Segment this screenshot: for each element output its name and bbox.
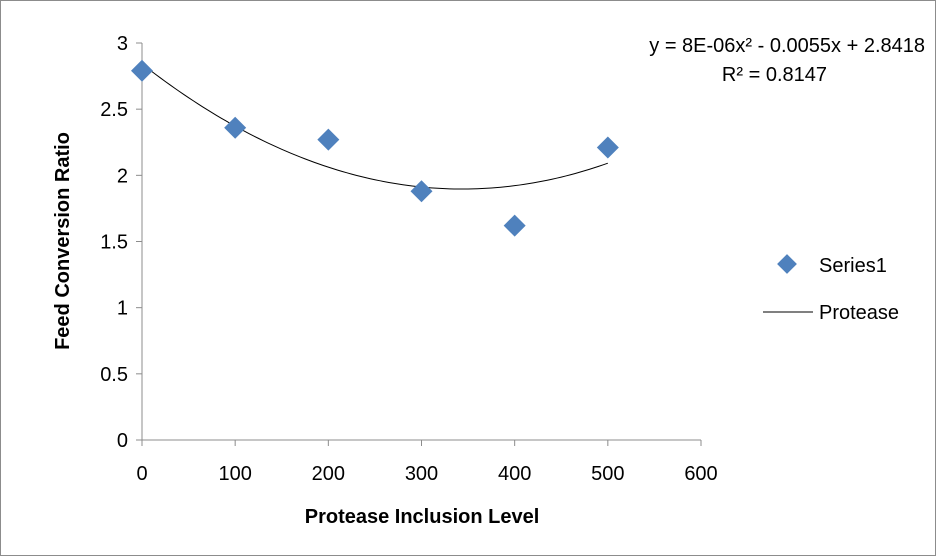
x-tick-label: 200 bbox=[312, 463, 345, 485]
data-point bbox=[410, 180, 433, 203]
data-point bbox=[317, 128, 340, 151]
legend: Series1 Protease bbox=[763, 254, 899, 324]
data-point bbox=[224, 116, 247, 139]
plot-area: 0 100 200 300 400 500 600 0 0.5 1 1.5 2 2.5 3 bbox=[100, 33, 718, 485]
trendline-equation: y = 8E-06x² - 0.0055x + 2.8418 bbox=[649, 35, 925, 57]
y-tick-label: 2.5 bbox=[100, 99, 128, 121]
x-tick-label: 0 bbox=[136, 463, 147, 485]
y-tick-label: 1.5 bbox=[100, 232, 128, 254]
x-tick-label: 500 bbox=[591, 463, 624, 485]
y-tick-label: 1 bbox=[117, 298, 128, 320]
trendline-protease bbox=[141, 63, 608, 190]
x-tick-label: 300 bbox=[405, 463, 438, 485]
x-axis-ticks: 0 100 200 300 400 500 600 bbox=[136, 440, 718, 485]
legend-protease-label: Protease bbox=[819, 302, 899, 324]
data-point bbox=[503, 214, 526, 237]
legend-series1-marker bbox=[777, 254, 797, 274]
x-tick-label: 600 bbox=[684, 463, 717, 485]
x-tick-label: 100 bbox=[218, 463, 251, 485]
y-tick-label: 0 bbox=[117, 430, 128, 452]
y-tick-label: 3 bbox=[117, 33, 128, 55]
y-tick-label: 2 bbox=[117, 165, 128, 187]
x-tick-label: 400 bbox=[498, 463, 531, 485]
y-axis-ticks: 0 0.5 1 1.5 2 2.5 3 bbox=[100, 33, 142, 452]
trendline-r-squared: R² = 0.8147 bbox=[722, 64, 827, 86]
legend-series1-label: Series1 bbox=[819, 255, 887, 277]
data-point bbox=[596, 136, 619, 159]
x-axis-title: Protease Inclusion Level bbox=[305, 506, 540, 528]
y-tick-label: 0.5 bbox=[100, 364, 128, 386]
series1-points bbox=[131, 59, 619, 237]
y-axis-title: Feed Conversion Ratio bbox=[52, 132, 74, 350]
data-point bbox=[131, 59, 153, 82]
